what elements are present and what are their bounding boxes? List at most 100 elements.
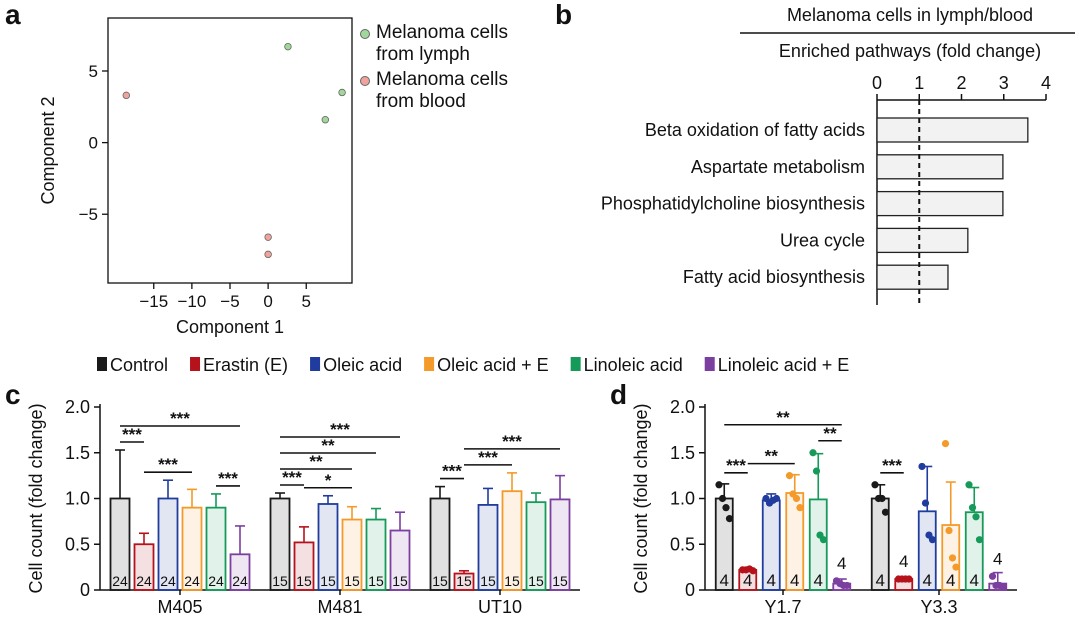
significance-label: *** xyxy=(502,432,522,451)
sample-size: 15 xyxy=(432,573,448,589)
x-tick-label: −5 xyxy=(220,292,239,311)
x-tick-label: −10 xyxy=(177,292,206,311)
legend-label: Melanoma cells from lymph xyxy=(376,22,508,65)
significance-label: *** xyxy=(330,420,350,439)
x-tick-label: −15 xyxy=(139,292,168,311)
data-point xyxy=(918,462,926,471)
sample-size: 24 xyxy=(184,573,200,589)
scatter-point xyxy=(338,88,346,97)
data-point xyxy=(796,504,804,512)
significance-label: ** xyxy=(765,447,779,466)
legend-item: Melanoma cells from blood xyxy=(360,69,540,113)
y-axis-label: Cell count (fold change) xyxy=(26,403,46,593)
legend-label: Control xyxy=(110,355,168,375)
data-point xyxy=(722,504,730,512)
sample-size: 4 xyxy=(899,552,908,571)
data-point xyxy=(999,583,1007,591)
y-tick-label: 2.0 xyxy=(65,397,90,417)
category-label: Fatty acid biosynthesis xyxy=(683,267,865,287)
data-point xyxy=(952,563,960,571)
scatter-point xyxy=(264,233,272,241)
chart-subtitle: Enriched pathways (fold change) xyxy=(779,41,1041,61)
sample-size: 15 xyxy=(392,573,408,589)
x-tick-label: Y3.3 xyxy=(920,597,957,617)
significance-label: *** xyxy=(170,409,190,428)
data-point xyxy=(725,515,734,523)
legend-marker xyxy=(97,357,107,371)
significance-label: *** xyxy=(122,425,142,444)
scatter-point xyxy=(122,91,130,100)
data-point xyxy=(975,536,984,544)
y-tick-label: 0.5 xyxy=(65,534,90,554)
y-axis-label: Cell count (fold change) xyxy=(631,403,651,593)
significance-label: *** xyxy=(478,448,498,467)
data-point xyxy=(972,513,980,521)
data-point xyxy=(948,554,957,562)
sample-size: 15 xyxy=(272,573,288,589)
scatter-point xyxy=(264,250,272,259)
sample-size: 4 xyxy=(946,571,955,590)
legend-label: Linoleic acid xyxy=(584,355,683,375)
data-point xyxy=(715,481,723,489)
y-tick-label: 0.5 xyxy=(670,534,695,554)
sample-size: 24 xyxy=(112,573,128,589)
data-point xyxy=(878,494,886,503)
significance-label: ** xyxy=(321,436,335,455)
data-point xyxy=(945,526,953,535)
x-tick-label: 4 xyxy=(1041,73,1051,93)
y-tick-label: 0 xyxy=(685,580,695,600)
x-tick-label: 1 xyxy=(914,73,924,93)
sample-size: 15 xyxy=(552,573,568,589)
significance-label: *** xyxy=(158,455,178,474)
significance-label: *** xyxy=(726,456,746,475)
data-point xyxy=(928,536,937,544)
sample-size: 15 xyxy=(528,573,544,589)
data-point xyxy=(819,536,828,544)
panel-label: a xyxy=(5,0,21,30)
x-tick-label: 0 xyxy=(263,292,272,311)
category-label: Aspartate metabolism xyxy=(691,157,865,177)
sample-size: 15 xyxy=(344,573,360,589)
data-point xyxy=(843,581,851,590)
x-tick-label: 5 xyxy=(302,292,311,311)
y-tick-label: 1.5 xyxy=(670,443,695,463)
sample-size: 4 xyxy=(814,571,823,590)
sample-size: 15 xyxy=(296,573,312,589)
bar xyxy=(876,117,1029,143)
legend-marker xyxy=(424,357,435,371)
sample-size: 15 xyxy=(456,573,472,589)
sample-size: 4 xyxy=(720,571,729,590)
legend-marker xyxy=(570,357,581,371)
legend-label: Erastin (E) xyxy=(203,355,288,375)
sample-size: 15 xyxy=(368,573,384,589)
legend-item: Melanoma cells from lymph xyxy=(360,22,540,66)
significance-label: *** xyxy=(882,456,902,475)
y-tick-label: 1.0 xyxy=(65,489,90,509)
sample-size: 24 xyxy=(160,573,176,589)
bar xyxy=(876,227,969,254)
scatter-point xyxy=(284,42,292,51)
sample-size: 24 xyxy=(232,573,248,589)
x-tick-label: Y1.7 xyxy=(764,597,801,617)
sample-size: 15 xyxy=(480,573,496,589)
data-point xyxy=(871,481,879,489)
sample-size: 4 xyxy=(993,549,1002,568)
y-tick-label: 1.5 xyxy=(65,443,90,463)
sample-size: 24 xyxy=(136,573,152,589)
significance-label: *** xyxy=(442,462,462,481)
data-point xyxy=(881,508,890,516)
x-tick-label: 3 xyxy=(999,73,1009,93)
y-tick-label: 1.0 xyxy=(670,489,695,509)
category-label: Beta oxidation of fatty acids xyxy=(645,120,865,140)
sample-size: 4 xyxy=(743,571,752,590)
data-point xyxy=(921,499,930,507)
data-point xyxy=(941,440,950,448)
sample-size: 15 xyxy=(504,573,520,589)
scatter-point xyxy=(321,116,330,124)
significance-label: *** xyxy=(218,469,238,488)
x-tick-label: 2 xyxy=(956,73,966,93)
significance-label: *** xyxy=(282,468,302,487)
category-label: Phosphatidylcholine biosynthesis xyxy=(601,194,865,214)
significance-label: ** xyxy=(776,408,790,427)
